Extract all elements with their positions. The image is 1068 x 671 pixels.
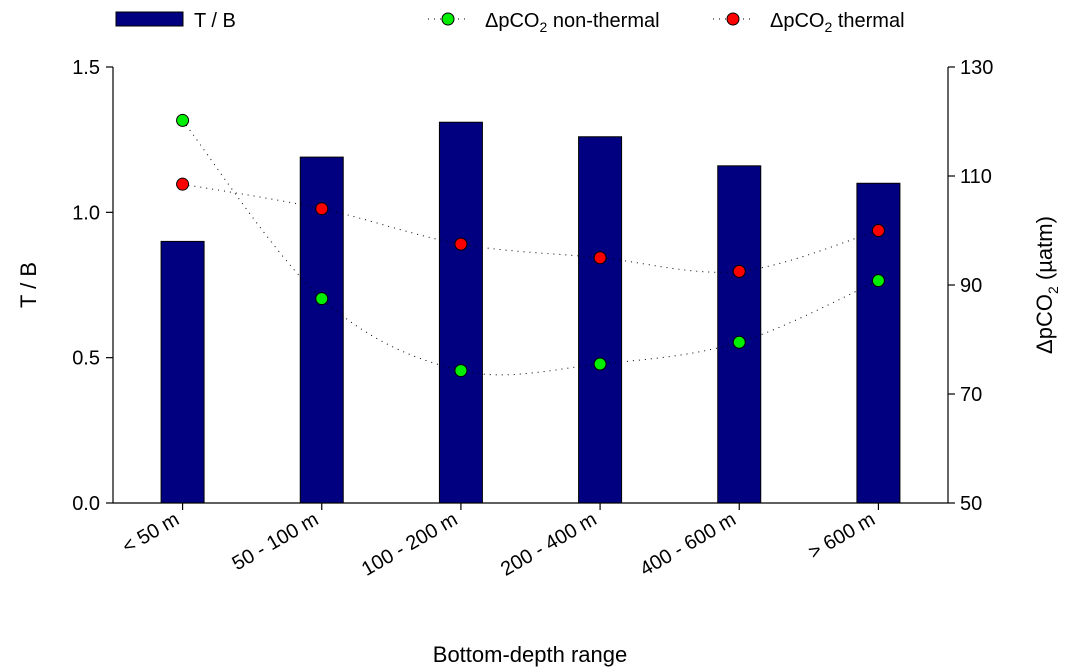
bar-1 xyxy=(160,240,205,504)
bars-layer xyxy=(160,121,901,504)
y-left-tick-label-4: 1.5 xyxy=(72,57,100,79)
legend-bar-label: T / B xyxy=(194,10,236,32)
x-tick-label-5: 400 - 600 m xyxy=(636,508,739,580)
series-line-1 xyxy=(182,120,879,376)
legend-bar-swatch xyxy=(115,11,184,27)
legend-series-2-marker xyxy=(726,12,740,26)
y-right-tick-label-5: 130 xyxy=(960,57,993,79)
bar-3 xyxy=(438,121,483,504)
x-tick-label-6: > 600 m xyxy=(805,508,879,563)
series-line-2 xyxy=(182,183,879,273)
legend-series-1-label: ΔpCO2 non-thermal xyxy=(485,10,660,35)
x-tick-label-4: 200 - 400 m xyxy=(497,508,600,580)
legend: T / B ΔpCO2 non-thermal ΔpCO2 thermal xyxy=(115,10,905,35)
series-1-point-3 xyxy=(454,364,468,378)
markers-layer xyxy=(176,113,885,378)
labels-layer: Bottom-depth range T / B ΔpCO2 (µatm) xyxy=(16,216,1061,667)
series-2-point-2 xyxy=(315,202,329,216)
series-1-point-1 xyxy=(176,113,190,127)
y-right-tick-label-1: 50 xyxy=(960,493,982,515)
bar-4 xyxy=(578,136,623,504)
lines-layer xyxy=(182,120,879,376)
x-tick-label-2: 50 - 100 m xyxy=(228,508,322,575)
series-2-point-3 xyxy=(454,237,468,251)
series-1-point-4 xyxy=(593,357,607,371)
series-2-point-6 xyxy=(871,224,885,237)
y-right-axis-title: ΔpCO2 (µatm) xyxy=(1032,216,1061,354)
y-right-tick-label-3: 90 xyxy=(960,275,982,297)
legend-series-1-marker xyxy=(441,12,455,26)
series-2-point-4 xyxy=(593,251,607,265)
series-1-point-2 xyxy=(315,292,329,306)
series-1-point-5 xyxy=(732,335,746,349)
y-left-tick-label-1: 0.0 xyxy=(72,493,100,515)
y-left-axis-title: T / B xyxy=(16,262,41,308)
x-tick-label-1: < 50 m xyxy=(119,508,183,558)
y-right-tick-label-2: 70 xyxy=(960,384,982,406)
axes-layer xyxy=(112,67,949,504)
series-2-point-1 xyxy=(176,177,190,191)
y-right-tick-label-4: 110 xyxy=(960,166,992,188)
series-2-point-5 xyxy=(732,264,746,278)
y-left-tick-label-3: 1.0 xyxy=(72,202,100,224)
bar-5 xyxy=(717,165,762,504)
series-1-point-6 xyxy=(871,274,885,288)
ticks-layer: 0.0 0.5 1.0 1.5 50 70 90 110 130 < 50 m 50 - 100 m… xyxy=(72,57,993,581)
x-axis-title: Bottom-depth range xyxy=(433,642,627,667)
legend-series-2-label: ΔpCO2 thermal xyxy=(770,10,905,35)
x-tick-label-3: 100 - 200 m xyxy=(358,508,461,580)
y-left-tick-label-2: 0.5 xyxy=(72,348,100,370)
